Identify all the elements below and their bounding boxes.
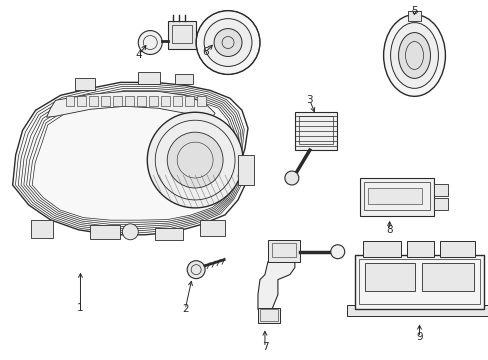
Polygon shape <box>258 248 294 310</box>
FancyBboxPatch shape <box>346 305 488 316</box>
Polygon shape <box>46 91 215 120</box>
FancyBboxPatch shape <box>422 263 473 291</box>
FancyBboxPatch shape <box>294 112 336 150</box>
Text: 7: 7 <box>261 342 268 352</box>
FancyBboxPatch shape <box>155 228 183 240</box>
FancyBboxPatch shape <box>406 241 433 257</box>
Circle shape <box>187 261 204 279</box>
Text: 1: 1 <box>77 302 83 312</box>
FancyBboxPatch shape <box>367 188 422 204</box>
Circle shape <box>203 19 251 67</box>
Text: 2: 2 <box>182 305 188 315</box>
Ellipse shape <box>383 15 445 96</box>
Circle shape <box>196 11 260 75</box>
Polygon shape <box>125 96 134 106</box>
Text: 3: 3 <box>306 95 312 105</box>
Polygon shape <box>101 96 110 106</box>
FancyBboxPatch shape <box>433 198 447 210</box>
Circle shape <box>167 132 223 188</box>
FancyBboxPatch shape <box>31 220 52 238</box>
Ellipse shape <box>398 32 429 78</box>
Circle shape <box>214 28 242 57</box>
FancyBboxPatch shape <box>354 255 483 310</box>
Text: 4: 4 <box>135 50 142 60</box>
Text: 8: 8 <box>386 225 392 235</box>
Polygon shape <box>173 96 182 106</box>
Circle shape <box>147 112 243 208</box>
Polygon shape <box>77 96 86 106</box>
FancyBboxPatch shape <box>258 307 279 323</box>
FancyBboxPatch shape <box>359 178 433 216</box>
FancyBboxPatch shape <box>90 225 120 239</box>
Text: 6: 6 <box>202 48 208 58</box>
Polygon shape <box>13 82 247 235</box>
Circle shape <box>122 224 138 240</box>
FancyBboxPatch shape <box>407 11 421 21</box>
Ellipse shape <box>390 23 438 88</box>
FancyBboxPatch shape <box>440 241 474 257</box>
Circle shape <box>138 31 162 54</box>
Polygon shape <box>185 96 194 106</box>
FancyBboxPatch shape <box>238 155 253 185</box>
Circle shape <box>330 245 344 259</box>
Polygon shape <box>89 96 98 106</box>
FancyBboxPatch shape <box>433 184 447 196</box>
Polygon shape <box>113 96 122 106</box>
FancyBboxPatch shape <box>267 240 299 262</box>
FancyBboxPatch shape <box>362 241 400 257</box>
Polygon shape <box>137 96 146 106</box>
Circle shape <box>285 171 298 185</box>
FancyBboxPatch shape <box>168 21 196 49</box>
Polygon shape <box>197 96 205 106</box>
FancyBboxPatch shape <box>200 220 224 236</box>
FancyBboxPatch shape <box>75 78 95 90</box>
FancyBboxPatch shape <box>364 263 414 291</box>
FancyBboxPatch shape <box>138 72 160 84</box>
Polygon shape <box>65 96 74 106</box>
Text: 9: 9 <box>415 332 422 342</box>
Polygon shape <box>161 96 170 106</box>
Text: 5: 5 <box>410 6 417 15</box>
FancyBboxPatch shape <box>175 75 193 84</box>
Polygon shape <box>149 96 158 106</box>
